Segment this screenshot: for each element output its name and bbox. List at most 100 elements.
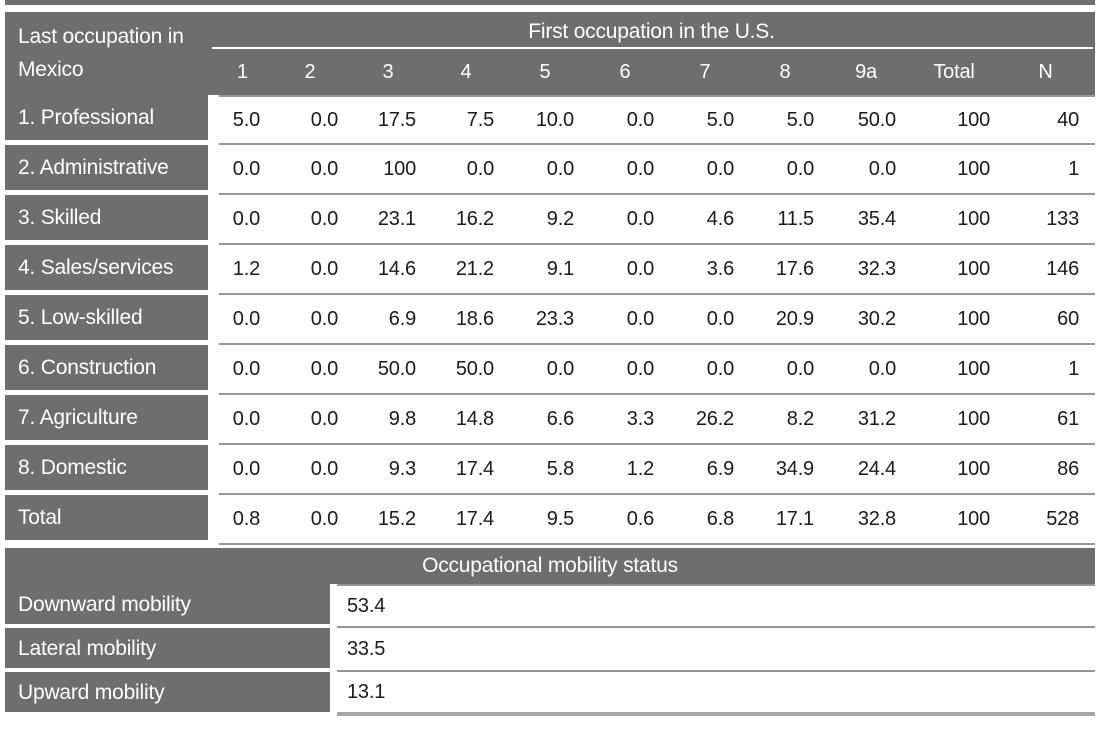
data-cell: 23.1 — [377, 207, 416, 230]
data-cell: 0.0 — [310, 507, 338, 530]
row-label: 4. Sales/services — [5, 245, 208, 290]
column-header: 5 — [539, 60, 551, 83]
table-row: 6. Construction 0.0 0.0 50.0 50.0 0.0 0.0 0.0 0.… — [5, 345, 1095, 395]
table-row: 4. Sales/services 1.2 0.0 14.6 21.2 9.1 0.0 3.6… — [5, 245, 1095, 295]
data-cell: 0.0 — [310, 207, 338, 230]
mobility-row: Upward mobility 13.1 — [5, 672, 1095, 716]
data-cell: 86 — [1057, 457, 1079, 480]
row-label: Total — [5, 495, 208, 540]
row-values: 0.0 0.0 9.3 17.4 5.8 1.2 6.9 34.9 24.4 100 86 — [219, 445, 1095, 495]
data-cell: 26.2 — [695, 407, 734, 430]
data-cell: 528 — [1046, 507, 1079, 530]
data-cell: 9.8 — [388, 407, 416, 430]
data-cell: 100 — [957, 457, 990, 480]
data-cell: 14.8 — [455, 407, 494, 430]
data-cell: 0.0 — [626, 108, 654, 131]
mobility-row-label: Lateral mobility — [5, 628, 330, 668]
data-cell: 100 — [957, 407, 990, 430]
column-header: N — [1038, 60, 1053, 83]
column-header: 8 — [779, 60, 791, 83]
data-cell: 6.8 — [706, 507, 734, 530]
mobility-row: Downward mobility 53.4 — [5, 584, 1095, 628]
data-cell: 0.0 — [706, 357, 734, 380]
data-cell: 30.2 — [857, 307, 896, 330]
data-cell: 61 — [1057, 407, 1079, 430]
column-group-title: First occupation in the U.S. — [528, 20, 775, 43]
data-cell: 11.5 — [777, 207, 814, 230]
data-cell: 5.0 — [232, 108, 260, 131]
data-cell: 17.5 — [377, 108, 416, 131]
mobility-row-value: 33.5 — [337, 628, 1095, 672]
row-label: 2. Administrative — [5, 145, 208, 190]
data-cell: 1 — [1068, 157, 1079, 180]
data-cell: 23.3 — [535, 307, 574, 330]
data-cell: 31.2 — [857, 407, 896, 430]
data-cell: 146 — [1046, 257, 1079, 280]
data-cell: 8.2 — [786, 407, 814, 430]
data-cell: 6.6 — [546, 407, 574, 430]
data-cell: 17.4 — [455, 457, 494, 480]
row-label: 6. Construction — [5, 345, 208, 390]
data-cell: 3.3 — [626, 407, 654, 430]
data-cell: 21.2 — [455, 257, 494, 280]
row-values: 1.2 0.0 14.6 21.2 9.1 0.0 3.6 17.6 32.3 100 146 — [219, 245, 1095, 295]
data-cell: 0.0 — [706, 307, 734, 330]
data-cell: 9.5 — [546, 507, 574, 530]
column-header: 7 — [699, 60, 711, 83]
row-values: 0.8 0.0 15.2 17.4 9.5 0.6 6.8 17.1 32.8 100 528 — [219, 495, 1095, 545]
data-cell: 40 — [1057, 108, 1079, 131]
table-row: 2. Administrative 0.0 0.0 100 0.0 0.0 0.0 0.0 0.… — [5, 145, 1095, 195]
table-row: Total 0.8 0.0 15.2 17.4 9.5 0.6 6.8 17.1 32.8 100 5… — [5, 495, 1095, 545]
table-row: 8. Domestic 0.0 0.0 9.3 17.4 5.8 1.2 6.9 34.9 24.… — [5, 445, 1095, 495]
data-cell: 34.9 — [775, 457, 814, 480]
table-header: Last occupation in Mexico First occupati… — [5, 12, 1095, 95]
column-headers: 1 2 3 4 5 6 7 8 9a Total N — [214, 49, 1095, 95]
data-cell: 35.4 — [857, 207, 896, 230]
data-cell: 10.0 — [535, 108, 574, 131]
data-cell: 0.0 — [310, 157, 338, 180]
data-cell: 0.0 — [706, 157, 734, 180]
mobility-rows: Downward mobility 53.4 Lateral mobility 33.… — [5, 584, 1095, 716]
data-cell: 0.0 — [466, 157, 494, 180]
data-cell: 50.0 — [455, 357, 494, 380]
row-values: 0.0 0.0 50.0 50.0 0.0 0.0 0.0 0.0 0.0 100 1 — [219, 345, 1095, 395]
data-cell: 32.3 — [857, 257, 896, 280]
data-cell: 1.2 — [626, 457, 654, 480]
data-cell: 1 — [1068, 357, 1079, 380]
data-cell: 0.0 — [310, 108, 338, 131]
data-cell: 100 — [957, 207, 990, 230]
data-cell: 6.9 — [706, 457, 734, 480]
data-cell: 100 — [957, 257, 990, 280]
row-values: 0.0 0.0 23.1 16.2 9.2 0.0 4.6 11.5 35.4 100 133 — [219, 195, 1095, 245]
data-cell: 0.0 — [310, 257, 338, 280]
data-cell: 50.0 — [377, 357, 416, 380]
column-group: First occupation in the U.S. 1 2 3 4 5 6 7 8 9a T… — [208, 12, 1095, 95]
row-label: 1. Professional — [5, 95, 208, 140]
mobility-section-header: Occupational mobility status — [5, 548, 1095, 584]
data-cell: 0.0 — [232, 207, 260, 230]
column-header: 3 — [382, 60, 394, 83]
data-cell: 0.0 — [626, 257, 654, 280]
data-cell: 0.6 — [626, 507, 654, 530]
data-cell: 100 — [957, 157, 990, 180]
data-cell: 18.6 — [455, 307, 494, 330]
column-header: 6 — [619, 60, 631, 83]
data-cell: 0.0 — [310, 307, 338, 330]
data-cell: 0.0 — [868, 357, 896, 380]
data-cell: 100 — [957, 108, 990, 131]
data-cell: 9.2 — [546, 207, 574, 230]
data-cell: 0.0 — [626, 357, 654, 380]
row-values: 0.0 0.0 6.9 18.6 23.3 0.0 0.0 20.9 30.2 100 60 — [219, 295, 1095, 345]
data-cell: 60 — [1057, 307, 1079, 330]
data-cell: 0.0 — [786, 157, 814, 180]
data-cell: 0.0 — [626, 307, 654, 330]
row-label: 5. Low-skilled — [5, 295, 208, 340]
data-cell: 0.0 — [310, 357, 338, 380]
row-label: 7. Agriculture — [5, 395, 208, 440]
row-header-line2: Mexico — [18, 58, 84, 81]
data-cell: 0.0 — [232, 407, 260, 430]
data-cell: 20.9 — [775, 307, 814, 330]
data-cell: 50.0 — [857, 108, 896, 131]
table-row: 3. Skilled 0.0 0.0 23.1 16.2 9.2 0.0 4.6 11.5 35.… — [5, 195, 1095, 245]
